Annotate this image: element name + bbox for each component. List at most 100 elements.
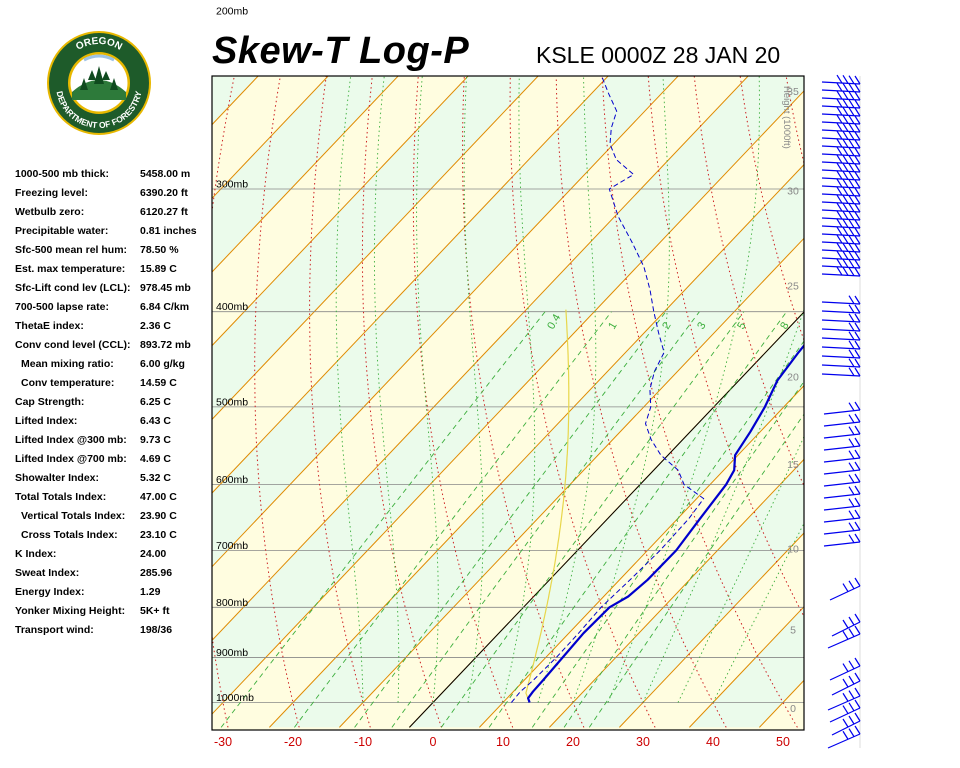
isotherm-line — [479, 384, 804, 728]
wind-barb-feather — [854, 163, 861, 173]
index-row: 1000-500 mb thick: 5458.00 m — [15, 168, 215, 187]
index-value: 5458.00 m — [140, 168, 191, 180]
wind-barb-feather — [848, 580, 855, 590]
index-row: Sfc-Lift cond lev (LCL): 978.45 mb — [15, 282, 215, 301]
mixing-ratio-line — [531, 340, 804, 728]
svg-text:OREGON: OREGON — [74, 36, 124, 53]
wind-barb — [821, 202, 861, 213]
wind-barb-feather — [848, 304, 855, 314]
wind-barb-feather — [848, 179, 855, 189]
wind-barb-feather — [842, 147, 849, 156]
wind-barb-feather — [836, 234, 843, 244]
wind-barb — [821, 367, 861, 377]
wind-barb-feather — [854, 304, 861, 314]
wind-barb-feather — [854, 123, 861, 133]
wind-barb — [831, 672, 861, 696]
index-value: 5.32 C — [140, 472, 171, 484]
wind-barb — [821, 82, 861, 93]
wind-barb — [821, 154, 861, 165]
moist-adiabat — [677, 435, 804, 703]
wind-barb-feather — [848, 211, 855, 221]
moist-adiabat — [502, 76, 536, 703]
wind-barb-feather — [842, 705, 849, 714]
index-label: Conv cond level (CCL): — [15, 339, 131, 351]
index-row: Vertical Totals Index: 23.90 C — [15, 510, 215, 529]
index-value: 6.84 C/km — [140, 301, 190, 313]
height-tick-label: 10 — [787, 543, 799, 555]
wind-barb-feather — [842, 678, 849, 688]
wind-barb-feather — [842, 187, 849, 196]
dry-adiabat — [309, 76, 371, 728]
index-label: Sfc-500 mean rel hum: — [15, 244, 128, 256]
wind-barb-feather — [848, 690, 855, 699]
dry-adiabat — [951, 0, 960, 727]
index-label: Sweat Index: — [15, 567, 80, 579]
wind-barb-feather — [854, 322, 861, 332]
wind-barb-feather — [854, 171, 861, 181]
wind-barb — [821, 210, 861, 221]
wind-barb-staff — [823, 481, 861, 487]
index-value: 24.00 — [140, 548, 167, 560]
wind-barb-feather — [842, 123, 849, 132]
dry-adiabat — [878, 0, 960, 727]
wind-barb-feather — [842, 692, 849, 702]
logo-top-text: OREGON — [74, 36, 124, 53]
wind-barb-feather — [854, 267, 861, 277]
index-row: Cross Totals Index: 23.10 C — [15, 529, 215, 548]
index-value: 6120.27 ft — [140, 206, 188, 218]
wind-barb-feather — [848, 414, 855, 423]
wind-barb-staff — [823, 517, 861, 523]
index-row: Conv cond level (CCL): 893.72 mb — [15, 339, 215, 358]
wind-barb — [821, 90, 861, 101]
wind-barb-staff — [831, 621, 861, 637]
wind-barb — [823, 401, 861, 415]
index-value: 5K+ ft — [140, 605, 170, 617]
index-row: Sfc-500 mean rel hum: 78.50 % — [15, 244, 215, 263]
wind-barb-feather — [842, 235, 849, 244]
mixing-ratio-label: 3 — [695, 320, 708, 331]
wind-barb-feather — [848, 139, 855, 149]
wind-barb — [821, 313, 861, 323]
wind-barb — [827, 725, 861, 749]
wind-barb-feather — [848, 498, 855, 507]
index-label: Mean mixing ratio: — [21, 358, 114, 370]
station-time-label: KSLE 0000Z 28 JAN 20 — [536, 42, 781, 68]
wind-barb — [821, 178, 861, 189]
wind-barb — [831, 712, 861, 736]
pressure-label: 400mb — [216, 301, 248, 313]
index-row: K Index: 24.00 — [15, 548, 215, 567]
dry-adiabat — [412, 76, 514, 728]
wind-barb-feather — [836, 210, 843, 220]
wind-barb-feather — [836, 186, 843, 196]
wind-barb-feather — [854, 725, 861, 735]
index-value: 893.72 mb — [140, 339, 191, 351]
wind-barb-feather — [836, 154, 843, 164]
wind-barb-feather — [848, 628, 855, 637]
temperature-tick-label: -20 — [284, 735, 302, 749]
wind-barb-feather — [854, 75, 861, 85]
index-row: Energy Index: 1.29 — [15, 586, 215, 605]
wind-barb-feather — [848, 510, 855, 519]
index-row: Lifted Index @300 mb: 9.73 C — [15, 434, 215, 453]
index-value: 15.89 C — [140, 263, 177, 275]
wind-barb-feather — [854, 227, 861, 237]
index-label: Freezing level: — [15, 187, 88, 199]
index-label: Sfc-Lift cond lev (LCL): — [15, 282, 131, 294]
wind-barb-feather — [848, 675, 855, 685]
dry-adiabat — [555, 76, 727, 728]
wind-barb-feather — [848, 147, 855, 157]
wind-barb-feather — [854, 497, 861, 507]
wind-barb-staff — [823, 541, 861, 547]
mixing-ratio-label: 8 — [778, 320, 791, 331]
wind-barb-staff — [821, 328, 861, 332]
index-row: Yonker Mixing Height: 5K+ ft — [15, 605, 215, 624]
wind-barb-feather — [848, 187, 855, 197]
wind-barb-feather — [854, 449, 861, 459]
index-value: 6.25 C — [140, 396, 171, 408]
isotherm-band — [212, 90, 804, 728]
wind-barb-feather — [842, 227, 849, 236]
wind-barb — [821, 74, 861, 85]
wind-barb-feather — [842, 139, 849, 148]
temperature-tick-label: 30 — [636, 735, 650, 749]
index-value: 6.00 g/kg — [140, 358, 185, 370]
